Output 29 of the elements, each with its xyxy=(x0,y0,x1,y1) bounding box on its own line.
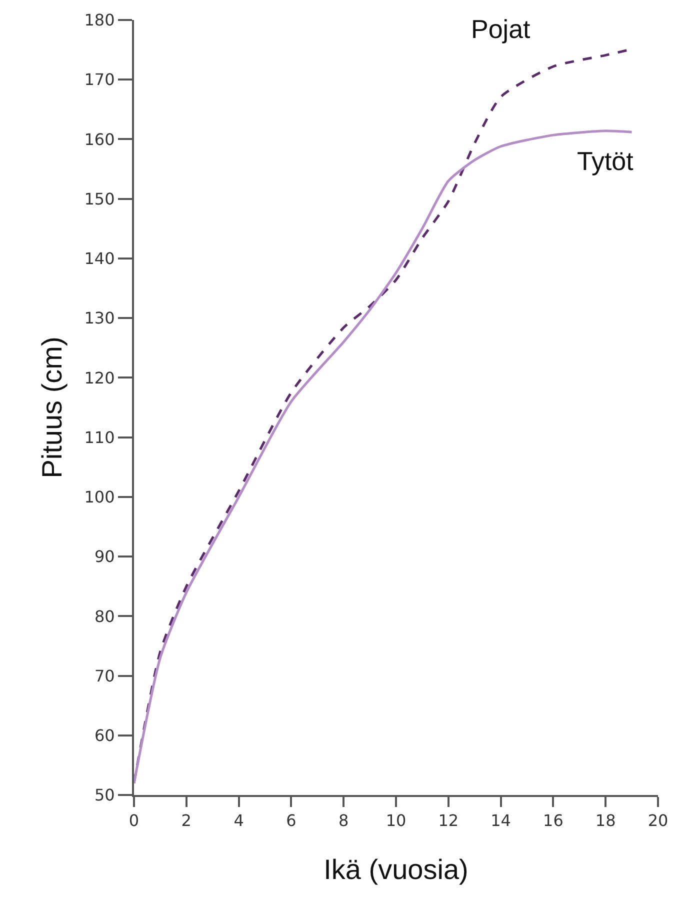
y-tick-label: 140 xyxy=(84,249,115,268)
x-tick-label: 18 xyxy=(595,811,616,830)
y-axis-title: Pituus (cm) xyxy=(36,336,68,478)
x-tick-label: 6 xyxy=(286,811,296,830)
x-tick-label: 2 xyxy=(181,811,192,830)
x-tick-label: 0 xyxy=(128,811,140,830)
y-tick-label: 50 xyxy=(94,786,115,805)
y-tick-label: 60 xyxy=(94,726,115,745)
x-tick-label: 20 xyxy=(648,811,668,830)
y-tick-label: 150 xyxy=(84,189,115,208)
series-label: Tytöt xyxy=(577,146,634,176)
x-tick-label: 12 xyxy=(438,811,459,830)
x-tick-label: 16 xyxy=(543,811,564,830)
y-tick-label: 130 xyxy=(84,308,115,328)
series-label: Pojat xyxy=(471,14,532,44)
y-tick-label: 90 xyxy=(94,547,115,566)
y-tick-label: 80 xyxy=(94,606,115,626)
y-tick-label: 70 xyxy=(94,666,115,686)
y-tick-label: 110 xyxy=(84,428,115,447)
y-tick-label: 120 xyxy=(84,368,115,388)
y-tick-label: 100 xyxy=(84,488,115,507)
x-axis-title: Ikä (vuosia) xyxy=(324,854,468,885)
x-tick-label: 10 xyxy=(386,811,406,830)
x-tick-label: 4 xyxy=(234,811,244,830)
y-tick-label: 160 xyxy=(84,130,115,149)
y-tick-label: 170 xyxy=(84,70,115,90)
x-tick-label: 8 xyxy=(338,811,349,830)
y-tick-label: 180 xyxy=(84,10,115,30)
x-tick-label: 14 xyxy=(490,811,511,830)
